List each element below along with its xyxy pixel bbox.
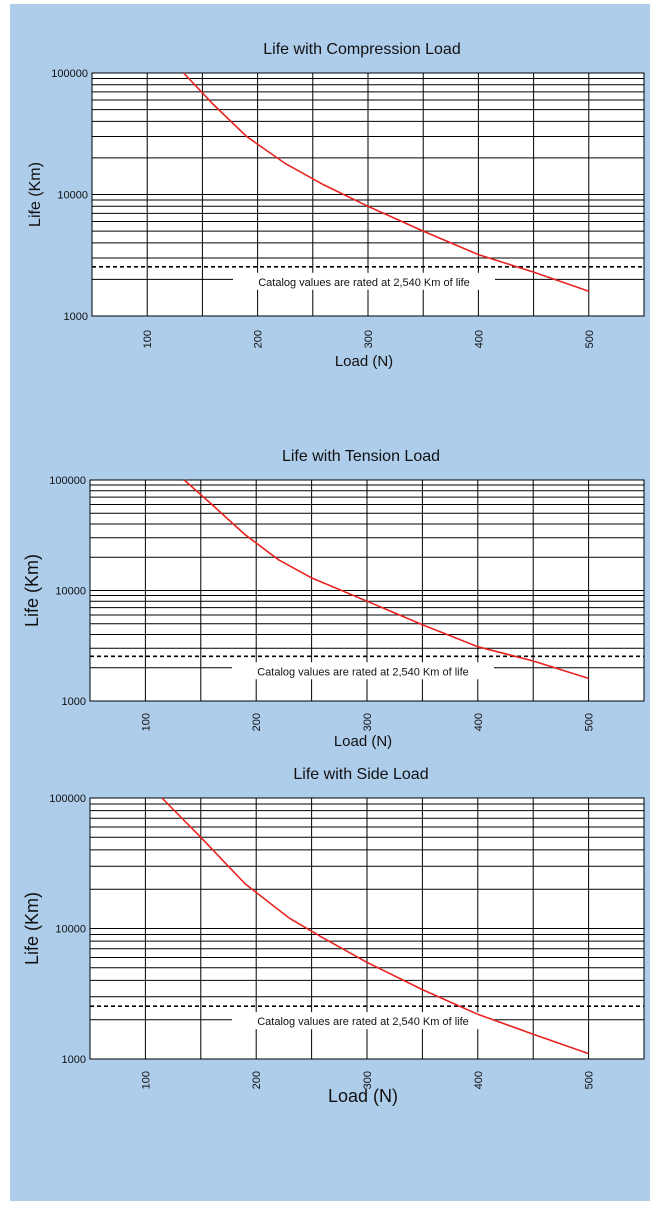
x-tick-label: 100 xyxy=(142,330,154,348)
x-tick-label: 400 xyxy=(473,713,485,731)
x-tick-label: 500 xyxy=(584,330,596,348)
chart-title: Life with Compression Load xyxy=(263,41,460,58)
chart-2: Catalog values are rated at 2,540 Km of … xyxy=(22,448,645,750)
x-tick-label: 500 xyxy=(584,713,596,731)
x-tick-label: 100 xyxy=(140,1071,152,1089)
data-curve xyxy=(183,479,589,680)
chart-title: Life with Tension Load xyxy=(282,448,440,465)
chart-title: Life with Side Load xyxy=(293,766,428,783)
reference-note: Catalog values are rated at 2,540 Km of … xyxy=(257,1016,469,1028)
x-axis-label: Load (N) xyxy=(328,1086,398,1106)
chart-3: Catalog values are rated at 2,540 Km of … xyxy=(22,766,645,1106)
y-tick-label: 100000 xyxy=(51,68,88,80)
y-tick-label: 10000 xyxy=(55,924,86,936)
x-tick-label: 100 xyxy=(140,713,152,731)
data-curve xyxy=(161,797,589,1055)
y-tick-label: 100000 xyxy=(49,793,86,805)
y-axis-label: Life (Km) xyxy=(27,162,44,227)
reference-note-bg xyxy=(233,272,495,290)
y-tick-label: 10000 xyxy=(57,190,88,202)
y-tick-label: 100000 xyxy=(49,475,86,487)
x-tick-label: 400 xyxy=(473,330,485,348)
x-tick-label: 200 xyxy=(251,1071,263,1089)
y-axis-label: Life (Km) xyxy=(22,554,42,627)
x-tick-label: 300 xyxy=(362,713,374,731)
y-tick-label: 1000 xyxy=(62,1054,86,1066)
x-tick-label: 200 xyxy=(251,713,263,731)
reference-note-bg xyxy=(232,1012,494,1030)
chart-1: Catalog values are rated at 2,540 Km of … xyxy=(27,41,645,370)
y-tick-label: 1000 xyxy=(62,696,86,708)
y-tick-label: 1000 xyxy=(64,311,88,323)
y-axis-label: Life (Km) xyxy=(22,892,42,965)
data-curve xyxy=(183,72,590,292)
x-tick-label: 300 xyxy=(362,1071,374,1089)
x-tick-label: 500 xyxy=(584,1071,596,1089)
x-axis-label: Load (N) xyxy=(334,733,392,750)
x-tick-label: 400 xyxy=(473,1071,485,1089)
x-axis-label: Load (N) xyxy=(335,353,393,370)
x-tick-label: 300 xyxy=(363,330,375,348)
y-tick-label: 10000 xyxy=(55,586,86,598)
x-tick-label: 200 xyxy=(253,330,265,348)
reference-note: Catalog values are rated at 2,540 Km of … xyxy=(257,666,469,678)
reference-note-bg xyxy=(232,662,494,680)
reference-note: Catalog values are rated at 2,540 Km of … xyxy=(258,277,470,289)
